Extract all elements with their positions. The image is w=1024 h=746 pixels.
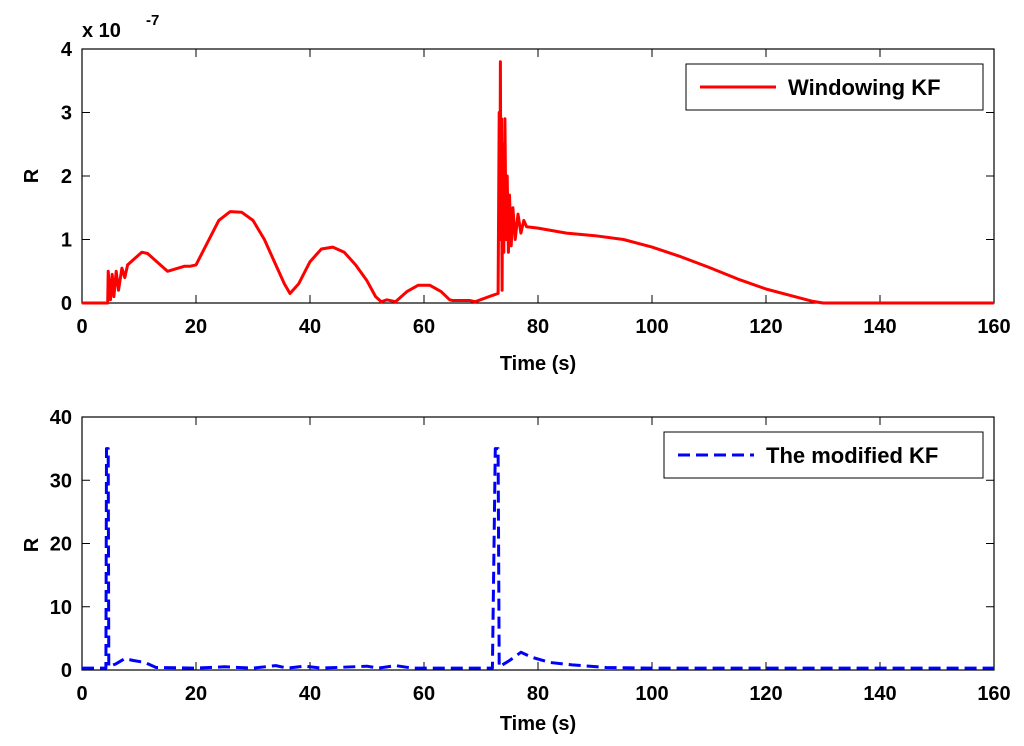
series-line-modified-kf [82, 447, 994, 670]
top-x-tick-label: 60 [413, 316, 435, 338]
top-x-tick-label: 80 [527, 316, 549, 338]
bottom-x-tick-label: 0 [76, 683, 87, 705]
top-y-tick-label: 4 [61, 39, 73, 61]
bottom-x-tick-label: 100 [635, 683, 668, 705]
bottom-x-tick-label: 40 [299, 683, 321, 705]
top-panel: x 10 -7 0 20 40 60 80 100 120 140 160 0 1 2 3 4 Time… [21, 12, 1011, 375]
series-line-windowing-kf [82, 60, 994, 305]
top-x-tick-label: 120 [749, 316, 782, 338]
top-y-tick-label: 1 [61, 230, 72, 252]
bottom-x-tick-label: 160 [977, 683, 1010, 705]
bottom-y-tick-label: 20 [50, 534, 72, 556]
bottom-x-tick-label: 20 [185, 683, 207, 705]
bottom-y-axis-label: R [21, 537, 43, 552]
top-x-tick-label: 100 [635, 316, 668, 338]
top-x-tick-label: 0 [76, 316, 87, 338]
bottom-y-ticks: 0 10 20 30 40 [50, 407, 994, 682]
top-legend-label: Windowing KF [788, 75, 941, 100]
bottom-x-ticks: 0 20 40 60 80 100 120 140 160 [76, 417, 1011, 705]
top-y-ticks: 0 1 2 3 4 [61, 39, 994, 315]
bottom-legend-label: The modified KF [766, 443, 938, 468]
top-y-tick-label: 2 [61, 166, 72, 188]
bottom-y-tick-label: 40 [50, 407, 72, 429]
top-legend: Windowing KF [685, 63, 984, 111]
top-x-tick-label: 40 [299, 316, 321, 338]
top-x-ticks: 0 20 40 60 80 100 120 140 160 [76, 49, 1011, 338]
top-y-tick-label: 3 [61, 103, 72, 125]
top-x-axis-label: Time (s) [500, 353, 576, 375]
bottom-y-tick-label: 0 [61, 660, 72, 682]
top-y-scale-exponent: -7 [146, 12, 159, 29]
bottom-x-axis-label: Time (s) [500, 713, 576, 735]
top-y-tick-label: 0 [61, 293, 72, 315]
top-y-scale-base: x 10 [82, 20, 121, 42]
bottom-x-tick-label: 60 [413, 683, 435, 705]
top-x-tick-label: 140 [863, 316, 896, 338]
bottom-legend: The modified KF [663, 431, 984, 479]
top-y-axis-label: R [21, 168, 43, 183]
bottom-x-tick-label: 140 [863, 683, 896, 705]
bottom-y-tick-label: 10 [50, 597, 72, 619]
bottom-panel: 0 20 40 60 80 100 120 140 160 0 10 20 30 40 Time (s)… [21, 407, 1011, 735]
top-x-tick-label: 20 [185, 316, 207, 338]
bottom-x-tick-label: 120 [749, 683, 782, 705]
bottom-x-tick-label: 80 [527, 683, 549, 705]
top-x-tick-label: 160 [977, 316, 1010, 338]
bottom-y-tick-label: 30 [50, 470, 72, 492]
